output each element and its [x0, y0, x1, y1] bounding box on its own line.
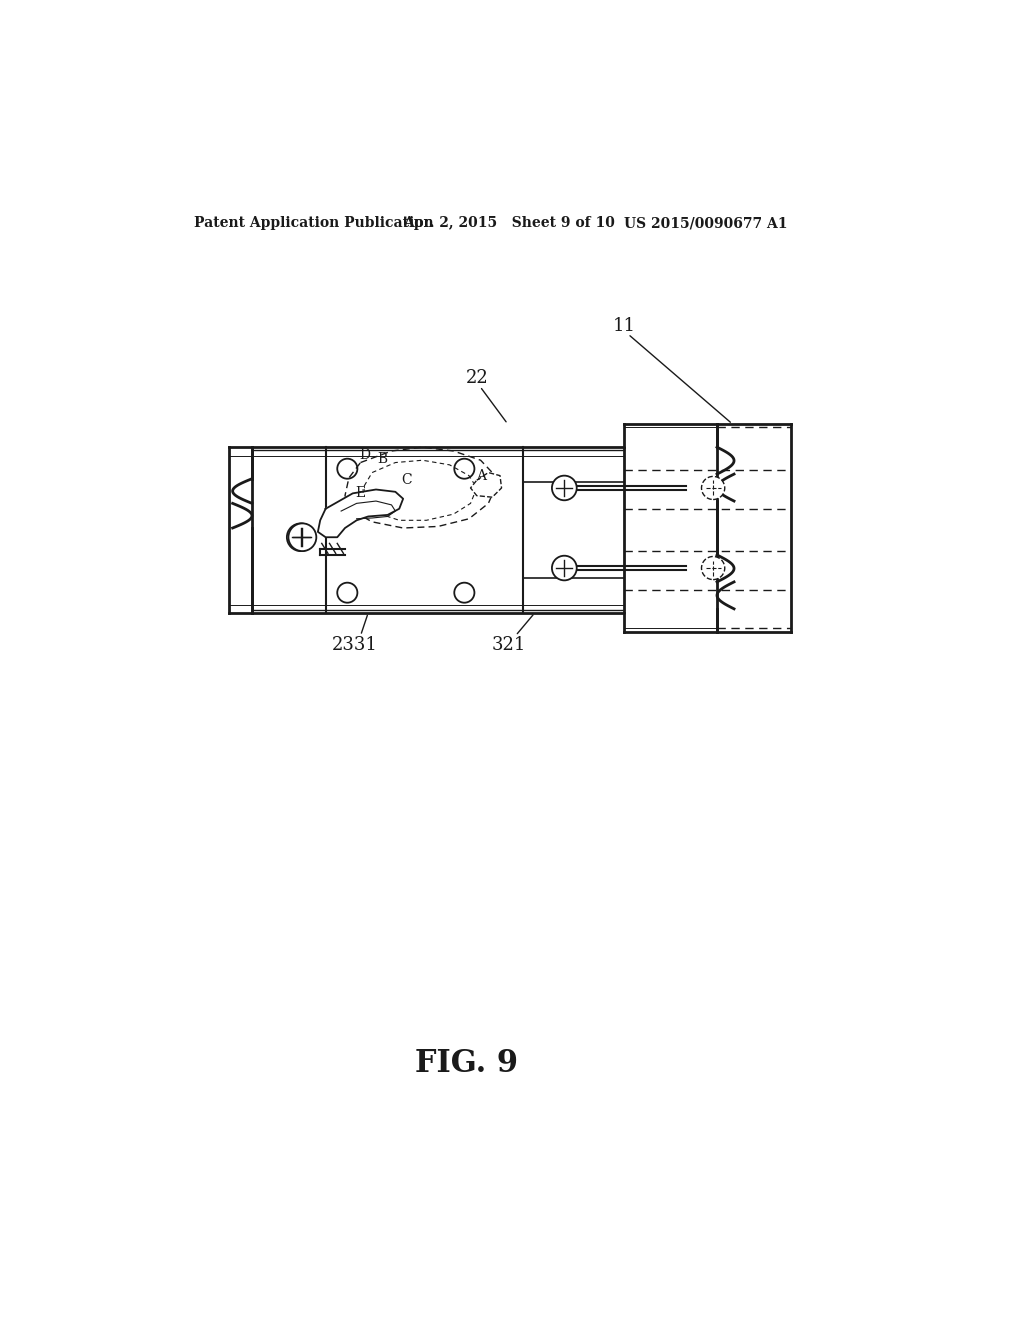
- Polygon shape: [317, 490, 403, 537]
- Text: E: E: [355, 486, 366, 500]
- Circle shape: [455, 459, 474, 479]
- Text: C: C: [401, 474, 413, 487]
- Text: US 2015/0090677 A1: US 2015/0090677 A1: [624, 216, 787, 230]
- Circle shape: [337, 582, 357, 603]
- Text: FIG. 9: FIG. 9: [415, 1048, 518, 1078]
- Circle shape: [701, 557, 725, 579]
- Text: 22: 22: [465, 368, 488, 387]
- Polygon shape: [471, 473, 502, 498]
- Circle shape: [287, 523, 314, 552]
- Circle shape: [552, 475, 577, 500]
- Text: A: A: [475, 469, 485, 483]
- Circle shape: [337, 459, 357, 479]
- Text: Apr. 2, 2015   Sheet 9 of 10: Apr. 2, 2015 Sheet 9 of 10: [403, 216, 615, 230]
- Text: 11: 11: [612, 317, 636, 335]
- Text: B: B: [377, 451, 387, 466]
- Circle shape: [455, 582, 474, 603]
- Text: D: D: [358, 447, 370, 462]
- Circle shape: [552, 556, 577, 581]
- Text: 2331: 2331: [332, 636, 378, 653]
- Text: Patent Application Publication: Patent Application Publication: [194, 216, 433, 230]
- Circle shape: [289, 523, 316, 552]
- Circle shape: [701, 477, 725, 499]
- Text: 321: 321: [493, 636, 526, 653]
